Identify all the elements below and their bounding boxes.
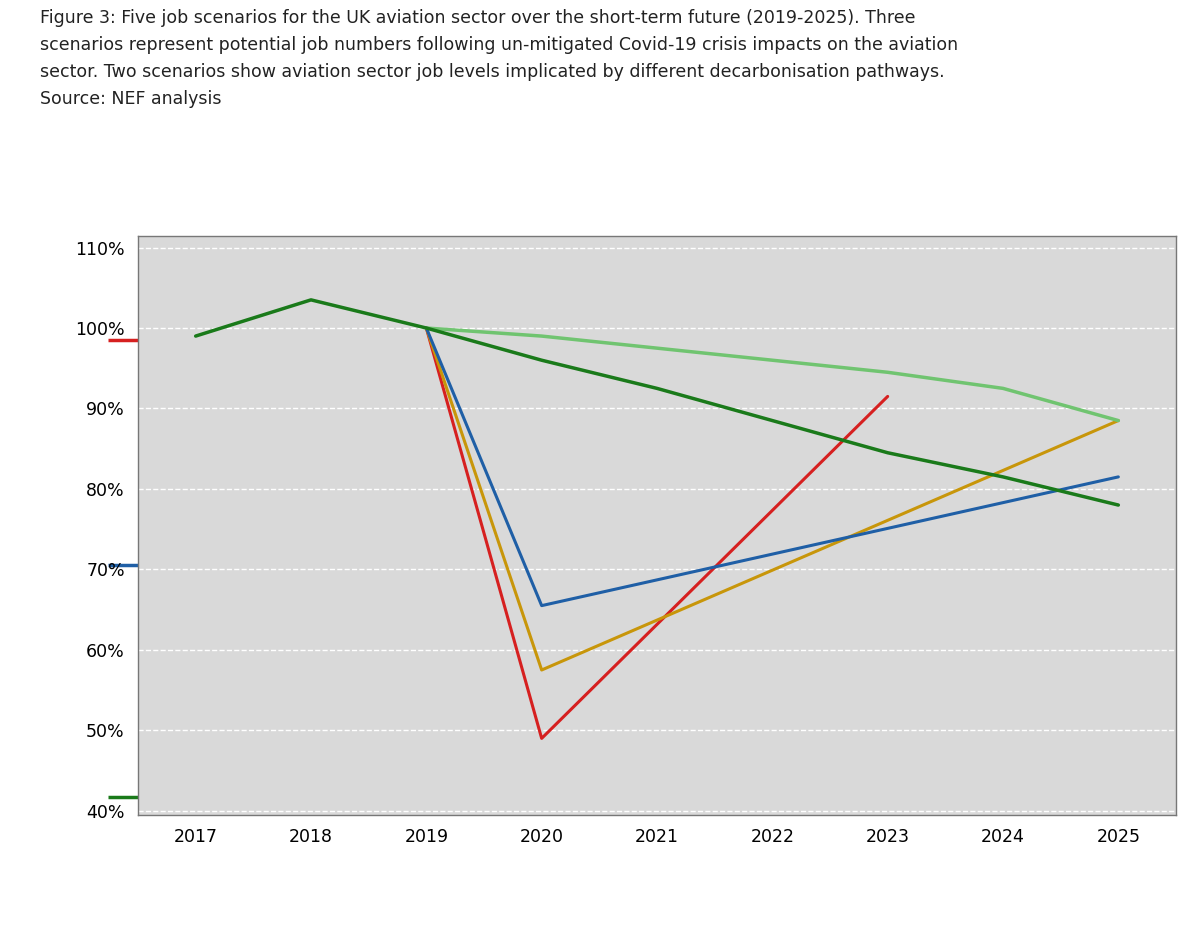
Text: Covid-19 -3 year recovery: Covid-19 -3 year recovery — [176, 331, 403, 349]
Text: Low ambition climate pathway: Low ambition climate pathway — [692, 556, 960, 574]
Text: High ambition climate pathway: High ambition climate pathway — [176, 788, 449, 806]
Text: Figure 3: Five job scenarios for the UK aviation sector over the short-term futu: Figure 3: Five job scenarios for the UK … — [40, 8, 958, 108]
Text: Covid-19 -7 year recovery: Covid-19 -7 year recovery — [176, 556, 403, 574]
Text: Covid-19 -5 year recovery: Covid-19 -5 year recovery — [692, 331, 919, 349]
